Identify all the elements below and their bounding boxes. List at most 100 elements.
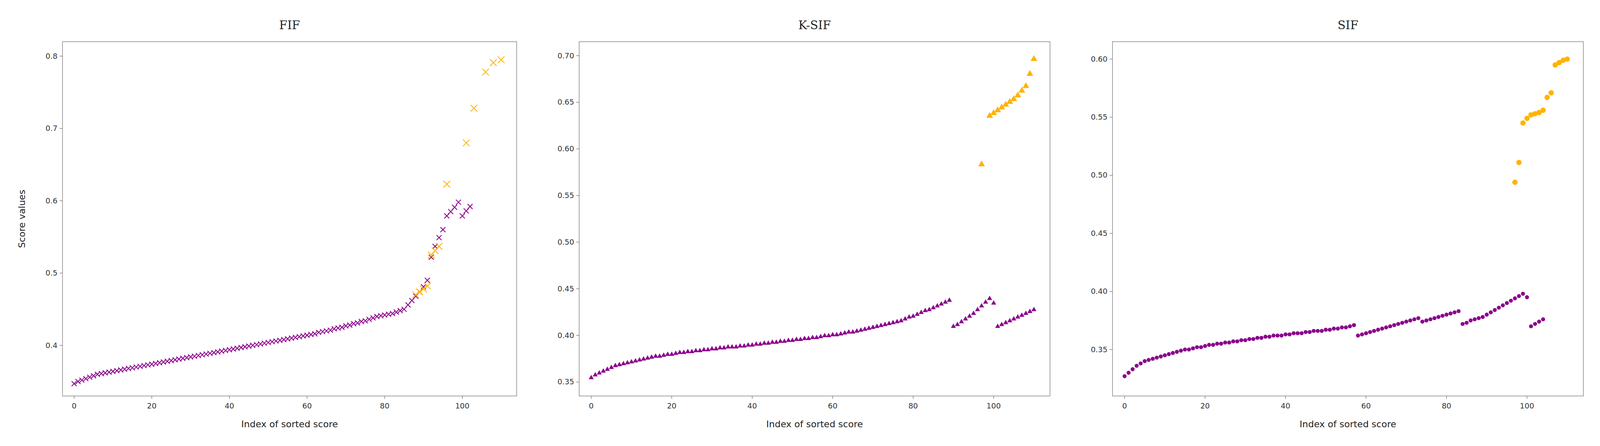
point [620,360,626,366]
point [894,318,900,324]
point [497,56,505,63]
x-tick [151,395,153,399]
point [1295,331,1300,336]
point [962,315,968,321]
y-tick-label: 0.35 [557,377,575,386]
point [625,359,630,365]
point [673,350,679,355]
y-tick-label: 0.55 [557,190,575,200]
point [959,318,965,324]
y-tick [576,241,580,243]
point [1520,291,1525,296]
point [629,358,635,364]
y-tick [576,381,580,383]
point [397,307,403,313]
point [452,204,458,210]
point [1352,322,1357,328]
point [713,345,719,351]
point [1223,340,1228,345]
point [617,361,623,367]
point [455,199,461,205]
series [71,199,473,386]
point [797,336,803,342]
point [1122,374,1127,379]
point [1315,328,1320,333]
point [1420,319,1425,324]
point [677,349,683,355]
point [1235,339,1240,344]
y-tick [1109,175,1113,176]
point [425,277,430,283]
x-tick [1446,395,1447,399]
point [854,327,860,333]
point [657,353,663,358]
point [1524,115,1530,122]
point [1517,294,1522,299]
point [665,351,670,356]
point [922,307,928,313]
point [1340,325,1345,330]
point [1488,310,1493,315]
point [753,341,759,346]
point [802,335,808,340]
point [1219,341,1224,346]
point [645,355,650,360]
point [390,310,395,316]
point [1529,324,1534,329]
y-tick [576,335,580,336]
point [1520,120,1526,126]
point [1195,345,1200,350]
x-tick-label: 100 [455,401,470,410]
point [967,313,973,318]
point [878,322,884,328]
point [1263,334,1268,339]
point [1130,367,1135,372]
point [1508,298,1513,303]
point [1428,317,1433,322]
point [1347,324,1353,329]
y-tick [59,55,63,57]
y-tick-label: 0.6 [45,196,58,205]
point [1190,346,1195,351]
point [717,345,723,350]
point [669,351,675,356]
y-tick-label: 0.40 [1090,286,1108,296]
point [1448,311,1453,316]
point [1532,321,1538,326]
point [1207,342,1212,348]
point [890,319,896,325]
point [1303,330,1308,335]
point [1544,94,1550,100]
marks [71,56,505,386]
point [1404,319,1409,324]
x-tick-label: 80 [380,401,390,410]
point [1311,328,1316,333]
point [1175,349,1180,354]
panel: 0204060801000.350.400.450.500.550.60SIFI… [1090,18,1584,430]
point [689,348,695,354]
point [777,338,783,343]
point [761,340,767,345]
point [1355,333,1360,338]
point [701,346,707,352]
point [1162,353,1168,358]
point [661,352,667,358]
point [681,349,687,355]
point [806,335,812,340]
x-tick [993,395,994,399]
x-tick [1285,395,1286,399]
y-tick-label: 0.60 [1090,54,1108,64]
point [1468,318,1473,323]
point [947,297,953,303]
point [366,316,372,322]
point [462,139,470,147]
point [733,343,739,349]
x-tick [671,395,673,399]
point [697,347,703,353]
point [1416,315,1421,320]
x-tick-label: 60 [827,401,838,410]
x-tick-label: 40 [747,401,758,410]
point [312,331,318,337]
y-tick [1109,58,1113,60]
point [1436,315,1441,320]
